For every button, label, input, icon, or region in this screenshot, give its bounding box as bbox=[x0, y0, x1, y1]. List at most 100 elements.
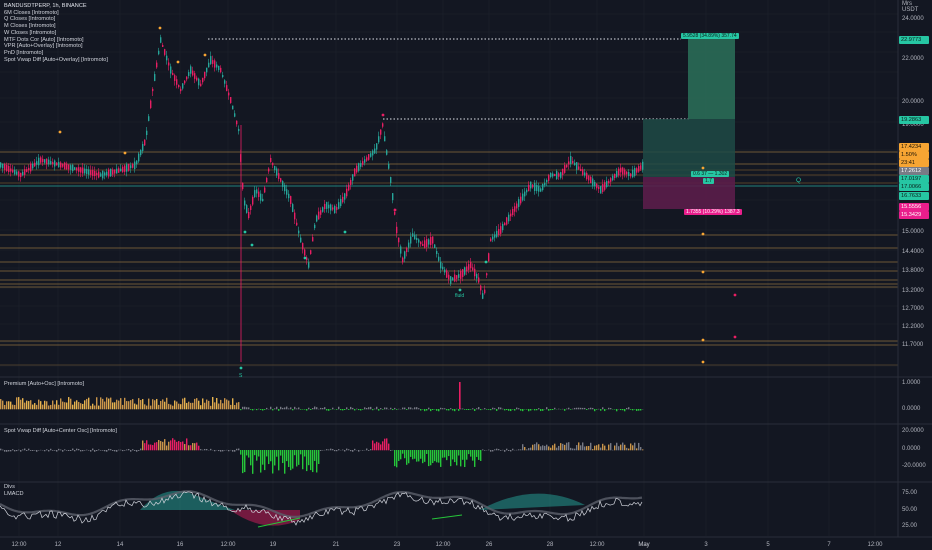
vwapdiff-bar bbox=[454, 450, 456, 463]
divs-pane-subtitle: LMACD bbox=[4, 491, 24, 497]
vwapdiff-bar bbox=[416, 450, 418, 462]
signal-dot bbox=[393, 208, 397, 212]
premium-bar bbox=[234, 405, 236, 410]
vwapdiff-pane-title[interactable]: Spot Vwap Diff [Auto+Center Osc] [Introm… bbox=[4, 428, 117, 434]
candle-body bbox=[590, 176, 592, 184]
vwapdiff-bar bbox=[188, 445, 190, 451]
legend-item[interactable]: MTF Dots Cor [Auto] [Intromoto] bbox=[4, 36, 84, 43]
candle-body bbox=[68, 164, 70, 170]
premium-bar bbox=[594, 409, 596, 412]
price-tag: 17.4234 bbox=[899, 143, 929, 151]
legend-item[interactable]: Spot Vwap Diff [Auto+Overlay] [Intromoto… bbox=[4, 56, 108, 63]
premium-bar bbox=[58, 404, 60, 410]
signal-dot bbox=[250, 243, 254, 247]
candle-body bbox=[616, 171, 618, 177]
vwapdiff-bar bbox=[460, 450, 462, 467]
vwapdiff-bar bbox=[636, 448, 638, 451]
legend-item[interactable]: M Closes [Intromoto] bbox=[4, 23, 56, 30]
vwapdiff-bar bbox=[164, 439, 166, 451]
vwapdiff-bar bbox=[68, 450, 70, 452]
premium-bar bbox=[316, 407, 318, 410]
entry-label-2[interactable]: 1.7 bbox=[703, 178, 714, 184]
premium-bar bbox=[576, 407, 578, 410]
position-box[interactable] bbox=[643, 39, 735, 209]
vwapdiff-bar bbox=[262, 450, 264, 465]
premium-bar bbox=[126, 401, 128, 410]
premium-bar bbox=[320, 407, 322, 410]
vwapdiff-bar bbox=[354, 448, 356, 451]
vwapdiff-bar bbox=[386, 438, 388, 451]
target-label[interactable]: 5.9528 (34.89%) 357.74 bbox=[681, 33, 739, 39]
vwapdiff-bar bbox=[546, 444, 548, 451]
s-marker: S bbox=[239, 373, 243, 379]
candle-body bbox=[332, 207, 334, 210]
candle-body bbox=[112, 169, 114, 175]
vwapdiff-bar bbox=[202, 449, 204, 451]
candle-body bbox=[234, 113, 236, 117]
vwapdiff-bar bbox=[588, 446, 590, 451]
vwapdiff-bar bbox=[522, 444, 524, 451]
symbol-title[interactable]: BANDUSDTPERP, 1h, BINANCE bbox=[4, 3, 87, 9]
price-tag: 15.3429 bbox=[899, 211, 929, 219]
candle-body bbox=[128, 163, 130, 171]
candle-body bbox=[486, 273, 488, 276]
signal-dot bbox=[701, 270, 705, 274]
candle-body bbox=[436, 250, 438, 255]
premium-bar bbox=[152, 399, 154, 410]
premium-pane-title[interactable]: Premium [Auto+Osc] [Intromoto] bbox=[4, 381, 85, 387]
price-tag: 23:41 bbox=[899, 159, 929, 167]
vwapdiff-bar bbox=[618, 446, 620, 451]
candle-body bbox=[32, 163, 34, 169]
premium-bar bbox=[86, 398, 88, 410]
vwapdiff-bar bbox=[274, 450, 276, 466]
candle-body bbox=[26, 169, 28, 172]
vwapdiff-bar bbox=[204, 448, 206, 451]
candle-body bbox=[6, 165, 8, 171]
premium-bar bbox=[514, 409, 516, 411]
premium-bar bbox=[200, 405, 202, 410]
vwapdiff-bar bbox=[532, 444, 534, 451]
candle-body bbox=[298, 230, 300, 234]
legend-item[interactable]: Q Closes [Intromoto] bbox=[4, 16, 56, 23]
candle-body bbox=[388, 163, 390, 169]
premium-bar bbox=[52, 400, 54, 410]
premium-bar bbox=[504, 409, 506, 411]
candle-body bbox=[424, 240, 426, 248]
premium-bar bbox=[82, 403, 84, 410]
candle-body bbox=[526, 189, 528, 193]
vwapdiff-bar bbox=[122, 450, 124, 452]
legend-item[interactable]: PnD [Intromoto] bbox=[4, 49, 44, 56]
premium-bar bbox=[116, 399, 118, 410]
candle-body bbox=[190, 66, 192, 74]
vwapdiff-bar bbox=[470, 450, 472, 457]
vwapdiff-bar bbox=[30, 450, 32, 451]
signal-dot bbox=[303, 256, 307, 260]
entry-label[interactable]: 0.6 37 — 1.302 bbox=[691, 171, 730, 177]
premium-bar bbox=[262, 409, 264, 411]
premium-bar bbox=[332, 407, 334, 410]
candle-body bbox=[276, 168, 278, 176]
candle-body bbox=[206, 67, 208, 73]
premium-bar bbox=[132, 399, 134, 410]
legend-item[interactable]: 6M Closes [Intromoto] bbox=[4, 9, 59, 16]
candle-body bbox=[94, 170, 96, 177]
signal-markers bbox=[58, 26, 737, 370]
premium-bar bbox=[542, 409, 544, 411]
premium-bar bbox=[566, 408, 568, 410]
premium-bar bbox=[296, 408, 298, 410]
candle-body bbox=[296, 222, 298, 226]
legend-item[interactable]: W Closes [Intromoto] bbox=[4, 29, 57, 36]
vwapdiff-bar bbox=[440, 450, 442, 467]
divs-pane-title[interactable]: Divs bbox=[4, 484, 15, 490]
stop-label[interactable]: 1.7355 (10.29%) 1387.3 bbox=[684, 209, 742, 215]
candle-body bbox=[570, 156, 572, 164]
candle-body bbox=[180, 88, 182, 92]
vwapdiff-bar bbox=[590, 442, 592, 451]
premium-bar bbox=[36, 404, 38, 410]
legend-item[interactable]: VPR [Auto+Overlay] [Intromoto] bbox=[4, 43, 83, 50]
vwapdiff-bar bbox=[338, 449, 340, 451]
candle-body bbox=[152, 88, 154, 92]
candle-body bbox=[452, 277, 454, 281]
vwapdiff-bar bbox=[290, 450, 292, 471]
